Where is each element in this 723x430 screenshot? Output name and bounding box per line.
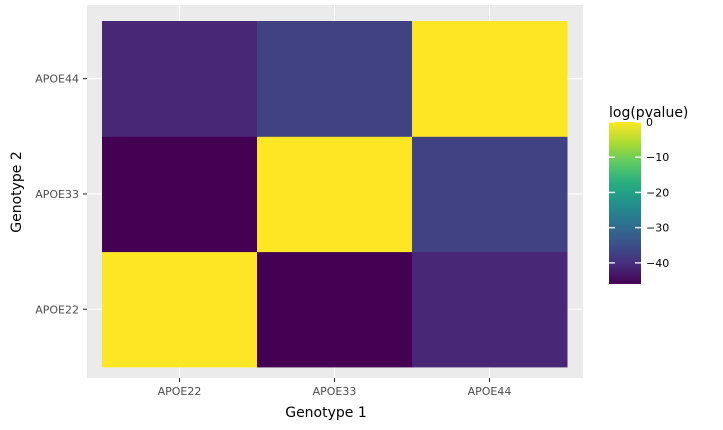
- heatmap-cell: [412, 251, 568, 368]
- x-tick-label: APOE33: [313, 385, 357, 398]
- legend-tick-label: −10: [646, 151, 669, 164]
- heatmap-cell: [102, 251, 258, 368]
- x-tick-label: APOE22: [158, 385, 202, 398]
- heatmap-cell: [412, 136, 568, 253]
- y-tick-label: APOE33: [35, 188, 79, 201]
- x-tick-label: APOE44: [468, 385, 512, 398]
- legend-tick-label: 0: [646, 116, 653, 129]
- y-axis: APOE22 APOE33 APOE44: [35, 73, 87, 316]
- colorbar-legend: log(pvalue) 0 −10 −20 −30 −40: [609, 105, 688, 284]
- legend-ticks: 0 −10 −20 −30 −40: [609, 116, 669, 270]
- heatmap-cell: [257, 21, 413, 137]
- heatmap-cell: [257, 136, 413, 253]
- heatmap-cell: [412, 21, 568, 137]
- heatmap-cell: [257, 251, 413, 368]
- legend-tick-label: −30: [646, 222, 669, 235]
- heatmap-cell: [102, 21, 258, 137]
- legend-title: log(pvalue): [609, 105, 688, 121]
- legend-tick-label: −40: [646, 257, 669, 270]
- x-axis-title: Genotype 1: [285, 405, 367, 421]
- y-tick-label: APOE44: [35, 73, 79, 86]
- y-axis-title: Genotype 2: [9, 151, 25, 233]
- x-axis: APOE22 APOE33 APOE44: [158, 378, 512, 398]
- colorbar: [609, 122, 641, 284]
- heatmap-cells: [102, 21, 568, 368]
- heatmap-cell: [102, 136, 258, 253]
- legend-tick-label: −20: [646, 186, 669, 199]
- y-tick-label: APOE22: [35, 303, 79, 316]
